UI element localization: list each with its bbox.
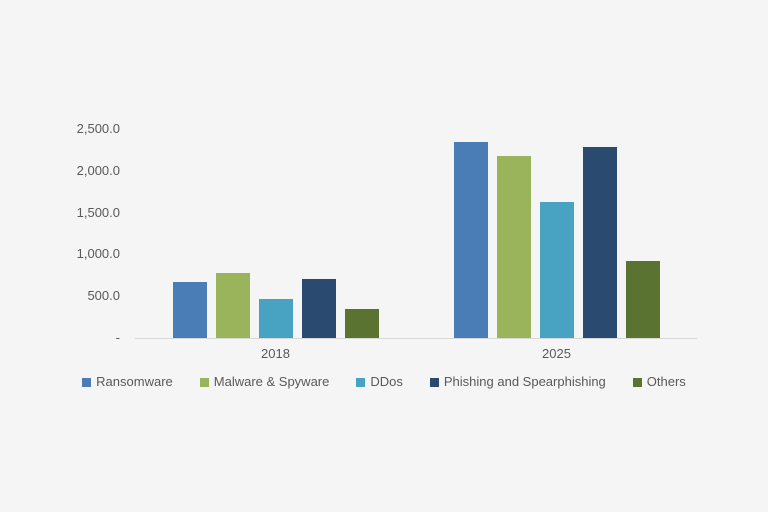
legend-label: Phishing and Spearphishing — [443, 374, 606, 389]
legend-swatch-icon — [82, 377, 92, 387]
y-axis-tick-label: 2,000.0 — [76, 162, 120, 178]
legend-label: DDos — [370, 374, 403, 389]
y-axis-labels: 2,500.0 2,000.0 1,500.0 1,000.0 500.0 - — [40, 0, 120, 512]
bar-group-2025 — [416, 129, 697, 338]
legend-item-others: Others — [632, 374, 686, 390]
legend-item-ddos: DDos — [356, 374, 403, 390]
bar-others-2018 — [344, 308, 379, 338]
bar-malware-spyware-2018 — [215, 273, 250, 338]
y-axis-tick-label: 1,500.0 — [76, 204, 120, 220]
bar-ransomware-2025 — [453, 142, 488, 338]
bar-ddos-2018 — [258, 299, 293, 338]
x-axis-tick-label-2018: 2018 — [261, 346, 290, 361]
legend-label: Ransomware — [96, 374, 173, 389]
legend: Ransomware Malware & Spyware DDos Phishing … — [0, 374, 768, 390]
bar-phishing-and-spearphishing-2018 — [301, 279, 336, 338]
bar-ransomware-2018 — [172, 282, 207, 338]
bar-malware-spyware-2025 — [496, 155, 531, 338]
legend-label: Others — [646, 374, 686, 389]
bar-phishing-and-spearphishing-2025 — [582, 146, 617, 338]
bar-groups — [135, 129, 697, 338]
legend-label: Malware & Spyware — [213, 374, 330, 389]
x-axis-labels: 2018 2025 — [0, 346, 768, 362]
bar-group-2018 — [135, 129, 416, 338]
y-axis-tick-label: 500.0 — [87, 288, 120, 304]
legend-item-ransomware: Ransomware — [82, 374, 173, 390]
y-axis-tick-label: 1,000.0 — [76, 246, 120, 262]
legend-swatch-icon — [632, 377, 642, 387]
legend-item-phishing-and-spearphishing: Phishing and Spearphishing — [429, 374, 606, 390]
legend-swatch-icon — [199, 377, 209, 387]
bar-ddos-2025 — [539, 201, 574, 338]
legend-item-malware-spyware: Malware & Spyware — [199, 374, 330, 390]
legend-swatch-icon — [356, 377, 366, 387]
plot-area — [135, 129, 697, 339]
bar-others-2025 — [625, 261, 660, 338]
y-axis-tick-label: - — [115, 330, 120, 345]
x-axis-tick-label-2025: 2025 — [542, 346, 571, 361]
y-axis-tick-label: 2,500.0 — [76, 121, 120, 136]
legend-swatch-icon — [429, 377, 439, 387]
